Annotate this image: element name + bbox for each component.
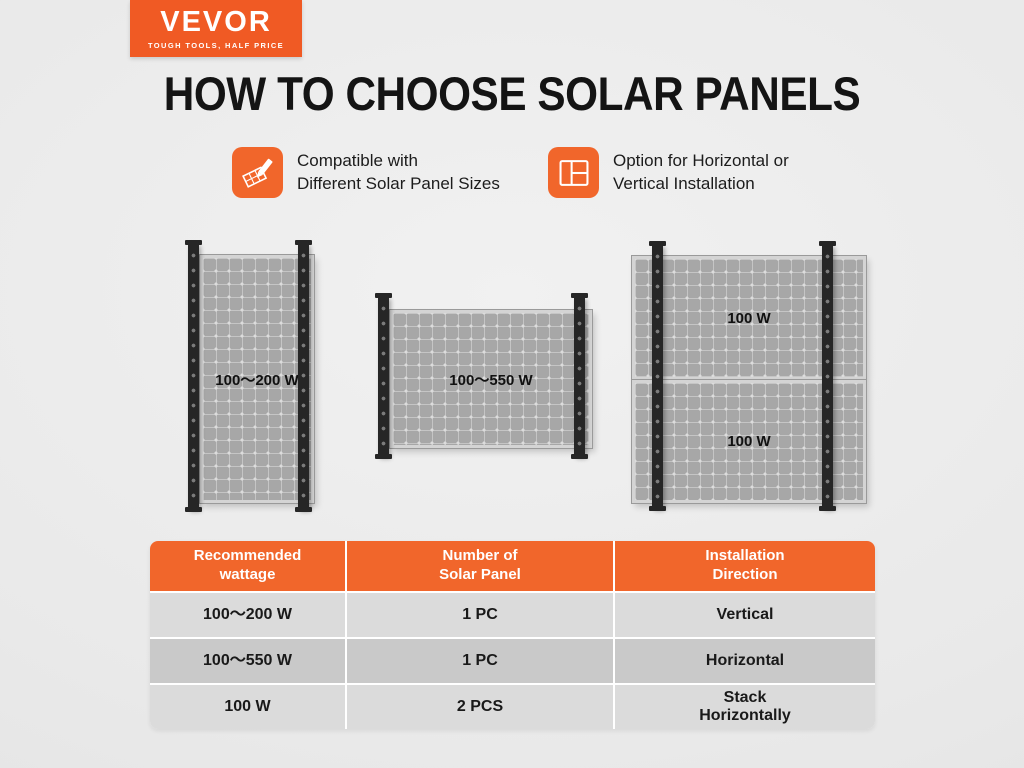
solar-panel-vertical: 100〜200 W [199, 254, 315, 504]
panel-horizontal-wattage-label: 100〜550 W [449, 371, 533, 389]
table-cell: 1 PC [347, 593, 613, 637]
table-cell: 100〜200 W [150, 593, 345, 637]
feature-compatible-sizes: Compatible with Different Solar Panel Si… [232, 147, 500, 198]
feature-compatible-sizes-text: Compatible with Different Solar Panel Si… [297, 151, 500, 193]
logo-tagline: TOUGH TOOLS, HALF PRICE [147, 40, 285, 50]
panel-sizes-icon [232, 147, 283, 198]
table-header-installation-direction: Installation Direction [615, 541, 875, 591]
feature-orientation: Option for Horizontal or Vertical Instal… [548, 147, 789, 198]
table-cell: Horizontal [615, 639, 875, 683]
table-cell: Vertical [615, 593, 875, 637]
solar-panel-horizontal: 100〜550 W [389, 309, 593, 449]
table-cell: 100 W [150, 685, 345, 729]
mounting-bracket [375, 293, 392, 459]
mounting-bracket [819, 241, 836, 511]
table-header-recommended-wattage: Recommended wattage [150, 541, 345, 591]
mounting-bracket [185, 240, 202, 512]
table-cell: 100〜550 W [150, 639, 345, 683]
panel-stacked-top-wattage-label: 100 W [727, 309, 771, 327]
logo-text: VEVOR [160, 5, 272, 38]
table-cell: 1 PC [347, 639, 613, 683]
table-header-number-of-panels: Number of Solar Panel [347, 541, 613, 591]
table-cell: 2 PCS [347, 685, 613, 729]
mounting-bracket [649, 241, 666, 511]
orientation-icon [548, 147, 599, 198]
feature-orientation-text: Option for Horizontal or Vertical Instal… [613, 151, 789, 193]
mounting-bracket [295, 240, 312, 512]
panel-vertical-wattage-label: 100〜200 W [215, 371, 299, 389]
vevor-logo: VEVOR TOUGH TOOLS, HALF PRICE [130, 0, 302, 57]
selection-table: Recommended wattage Number of Solar Pane… [150, 541, 875, 729]
page-title: HOW TO CHOOSE SOLAR PANELS [163, 67, 861, 120]
panel-stacked-bottom-wattage-label: 100 W [727, 433, 771, 450]
mounting-bracket [571, 293, 588, 459]
table-cell: Stack Horizontally [615, 685, 875, 729]
